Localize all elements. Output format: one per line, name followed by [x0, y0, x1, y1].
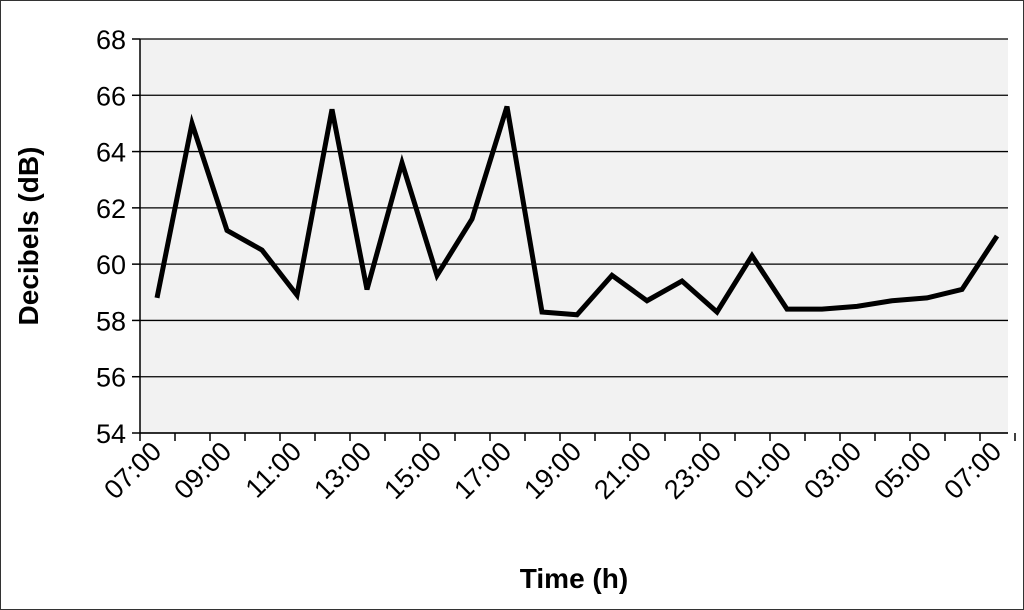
- x-axis-label: Time (h): [520, 563, 628, 594]
- series-group: [154, 105, 1000, 318]
- y-tick-label: 62: [96, 194, 126, 224]
- y-tick-label: 64: [96, 138, 126, 168]
- x-tick-label: 19:00: [518, 436, 587, 505]
- x-tick-label: 05:00: [868, 436, 937, 505]
- x-tick-label: 17:00: [448, 436, 517, 505]
- x-tick-label: 03:00: [798, 436, 867, 505]
- y-tick-label: 60: [96, 250, 126, 280]
- x-axis-ticks: 07:00 09:00 11:00 13:00 15:00 17:00 19:00 21:00…: [98, 433, 1016, 505]
- axes: [139, 39, 1008, 434]
- x-tick-label: 21:00: [588, 436, 657, 505]
- x-tick-label: 09:00: [168, 436, 237, 505]
- y-axis-ticks: 54 56 58 60 62 64 66 68: [96, 25, 140, 449]
- plot-area: [140, 39, 1008, 433]
- y-axis-label: Decibels (dB): [13, 147, 44, 326]
- series-line: [154, 105, 1000, 318]
- x-tick-label: 23:00: [658, 436, 727, 505]
- x-tick-label: 11:00: [240, 436, 308, 504]
- x-tick-label: 07:00: [938, 436, 1007, 505]
- x-tick-label: 01:00: [728, 436, 797, 505]
- y-tick-label: 54: [96, 419, 126, 449]
- y-tick-label: 56: [96, 363, 126, 393]
- y-tick-label: 66: [96, 81, 126, 111]
- y-tick-label: 58: [96, 306, 126, 336]
- x-tick-label: 13:00: [308, 436, 377, 505]
- y-tick-label: 68: [96, 25, 126, 55]
- x-tick-label: 15:00: [378, 436, 447, 505]
